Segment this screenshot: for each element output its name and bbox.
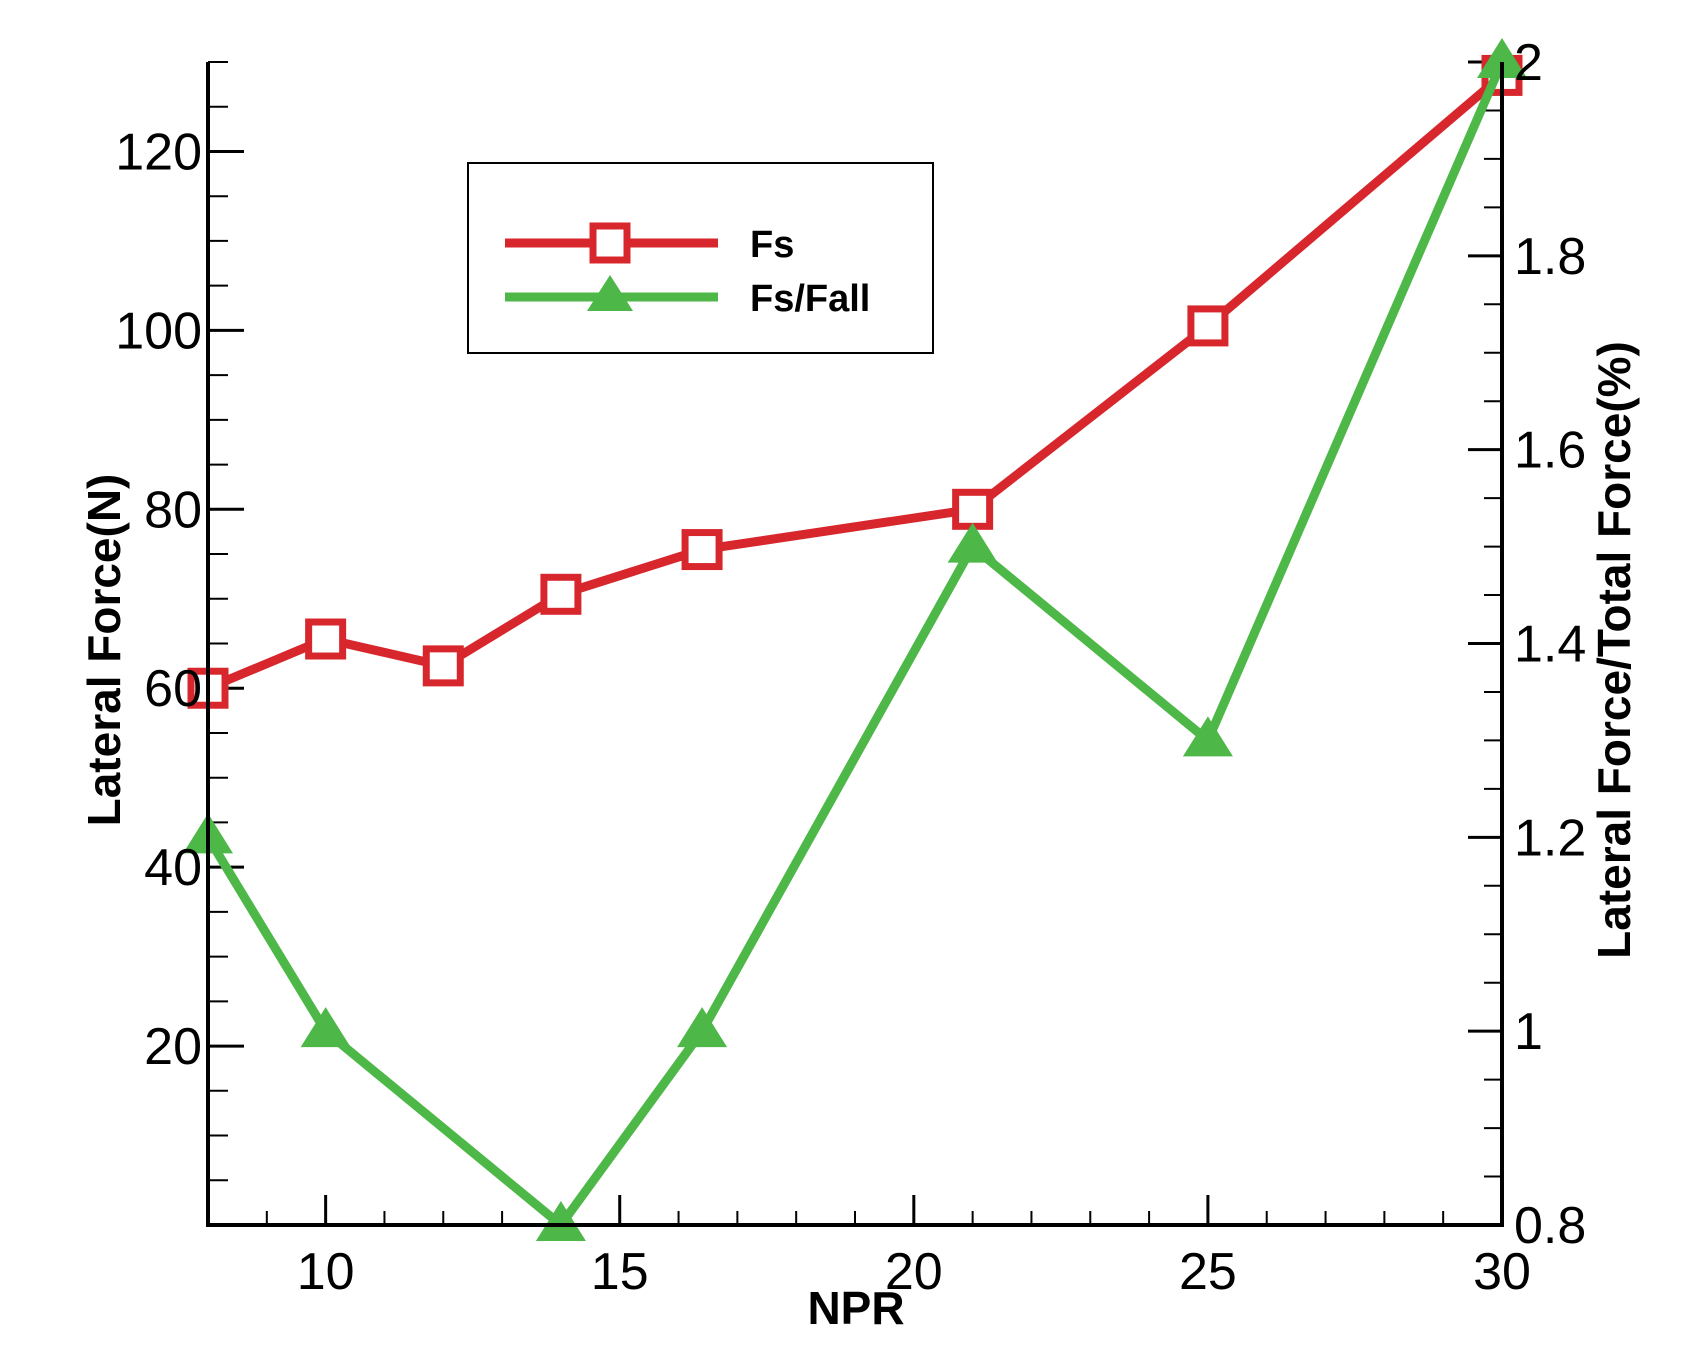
legend-fsfall-label: Fs/Fall <box>750 278 870 320</box>
fs-fall-point <box>677 1007 728 1048</box>
fs-point <box>305 618 347 660</box>
y2-tick-label: 1.8 <box>1514 228 1586 286</box>
y-tick-label: 20 <box>144 1018 202 1076</box>
y2-tick-label: 0.8 <box>1514 1197 1586 1255</box>
y2-tick-label: 2 <box>1514 34 1543 92</box>
x-tick-label: 10 <box>297 1243 355 1301</box>
y2-tick-label: 1.4 <box>1514 616 1586 674</box>
fs-fall-point <box>947 522 998 563</box>
x-tick-label: 30 <box>1473 1243 1531 1301</box>
fs-point <box>681 529 723 571</box>
y2-tick-label: 1.6 <box>1514 422 1586 480</box>
legend-box <box>467 162 934 354</box>
x-tick-label: 15 <box>591 1243 649 1301</box>
fs-point <box>1187 305 1229 347</box>
y-tick-label: 40 <box>144 839 202 897</box>
fs-point <box>540 573 582 615</box>
y-tick-label: 120 <box>115 123 202 181</box>
y2-tick-label: 1.2 <box>1514 809 1586 867</box>
y-tick-label: 80 <box>144 481 202 539</box>
fs-point <box>422 645 464 687</box>
fs-fall-point <box>1182 716 1233 757</box>
fs-fall-point <box>535 1201 586 1241</box>
legend: Fs Fs/Fall <box>467 162 934 354</box>
fs-fall-point <box>1477 38 1527 78</box>
tick-labels: 10 15 20 25 30 20 40 60 80 100 120 0.8 1 1.2 1.4 1.6 1.8… <box>115 34 1586 1301</box>
x-tick-label: 25 <box>1179 1243 1237 1301</box>
legend-fs-label: Fs <box>750 224 794 266</box>
fs-fall-point <box>300 1007 351 1048</box>
fs-point <box>952 488 994 530</box>
x-axis-title: NPR <box>807 1282 904 1334</box>
y2-tick-label: 1 <box>1514 1003 1543 1061</box>
legend-fsfall-marker <box>587 275 633 311</box>
y-tick-label: 60 <box>144 660 202 718</box>
y2-axis-title: Lateral Force/Total Force(%) <box>1588 341 1640 959</box>
y-axis-title: Lateral Force(N) <box>78 474 130 827</box>
legend-fs-marker <box>589 222 631 264</box>
x-tick-label: 20 <box>885 1243 943 1301</box>
y-tick-label: 100 <box>115 302 202 360</box>
